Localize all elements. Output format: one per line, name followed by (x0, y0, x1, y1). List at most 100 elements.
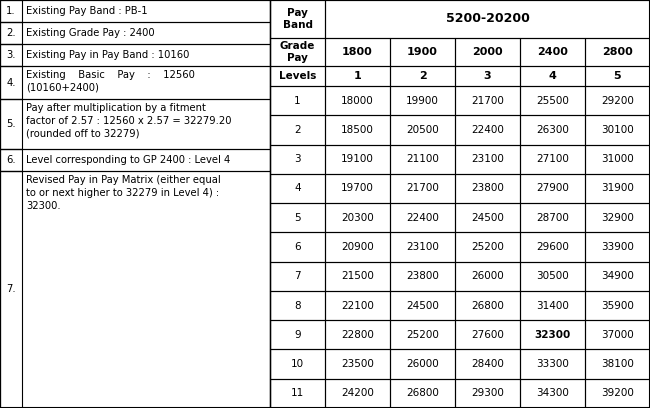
Text: 26300: 26300 (536, 125, 569, 135)
Bar (520, 291, 585, 320)
Bar (270, 66, 325, 86)
Text: 2.: 2. (6, 28, 16, 38)
Bar (325, 203, 390, 233)
Bar (0, 66, 22, 99)
Text: 25200: 25200 (406, 330, 439, 340)
Text: 7.: 7. (6, 284, 16, 295)
Bar (455, 86, 520, 115)
Text: 23100: 23100 (406, 242, 439, 252)
Text: 29300: 29300 (471, 388, 504, 398)
Text: 20500: 20500 (406, 125, 439, 135)
Text: 22400: 22400 (406, 213, 439, 223)
Text: 4: 4 (294, 184, 301, 193)
Text: 3.: 3. (6, 50, 16, 60)
Text: 9: 9 (294, 330, 301, 340)
Text: 18500: 18500 (341, 125, 374, 135)
Text: 2400: 2400 (537, 47, 568, 57)
Text: 18000: 18000 (341, 95, 374, 106)
Bar (390, 262, 455, 291)
Text: 19100: 19100 (341, 154, 374, 164)
Text: 19700: 19700 (341, 184, 374, 193)
Bar (585, 86, 650, 115)
Bar (0, 66, 270, 99)
Text: 11: 11 (291, 388, 304, 398)
Bar (0, 99, 270, 149)
Bar (325, 144, 390, 174)
Text: 23800: 23800 (471, 184, 504, 193)
Text: 27100: 27100 (536, 154, 569, 164)
Text: Pay
Band: Pay Band (283, 8, 313, 30)
Text: 6: 6 (294, 242, 301, 252)
Bar (455, 262, 520, 291)
Text: 5: 5 (614, 71, 621, 81)
Bar (455, 203, 520, 233)
Bar (520, 66, 585, 86)
Text: Grade
Pay: Grade Pay (280, 41, 315, 63)
Bar (455, 291, 520, 320)
Text: 4: 4 (549, 71, 556, 81)
Bar (520, 115, 585, 144)
Text: 1.: 1. (6, 6, 16, 16)
Bar (390, 320, 455, 350)
Bar (270, 350, 325, 379)
Text: Existing    Basic    Pay    :    12560
(10160+2400): Existing Basic Pay : 12560 (10160+2400) (26, 70, 195, 93)
Bar (585, 262, 650, 291)
Bar (390, 66, 455, 86)
Text: 5: 5 (294, 213, 301, 223)
Text: 25200: 25200 (471, 242, 504, 252)
Bar (0, 149, 22, 171)
Text: Existing Grade Pay : 2400: Existing Grade Pay : 2400 (26, 28, 155, 38)
Bar (455, 115, 520, 144)
Text: 24500: 24500 (406, 301, 439, 310)
Bar (0, 149, 270, 171)
Text: 26800: 26800 (406, 388, 439, 398)
Bar (325, 320, 390, 350)
Text: 32900: 32900 (601, 213, 634, 223)
Text: 1: 1 (354, 71, 361, 81)
Bar (390, 379, 455, 408)
Text: 34300: 34300 (536, 388, 569, 398)
Text: 28400: 28400 (471, 359, 504, 369)
Bar (390, 86, 455, 115)
Bar (520, 262, 585, 291)
Bar (455, 379, 520, 408)
Bar (270, 174, 325, 203)
Bar (325, 0, 650, 38)
Text: 39200: 39200 (601, 388, 634, 398)
Bar (455, 66, 520, 86)
Bar (0, 44, 22, 66)
Bar (0, 44, 270, 66)
Text: 26800: 26800 (471, 301, 504, 310)
Text: 30100: 30100 (601, 125, 634, 135)
Text: 23800: 23800 (406, 271, 439, 281)
Bar (455, 350, 520, 379)
Text: 8: 8 (294, 301, 301, 310)
Bar (270, 320, 325, 350)
Text: 38100: 38100 (601, 359, 634, 369)
Text: 23100: 23100 (471, 154, 504, 164)
Bar (455, 320, 520, 350)
Bar (455, 233, 520, 262)
Text: 23500: 23500 (341, 359, 374, 369)
Bar (455, 38, 520, 66)
Text: 27900: 27900 (536, 184, 569, 193)
Text: Existing Pay Band : PB-1: Existing Pay Band : PB-1 (26, 6, 148, 16)
Bar (270, 379, 325, 408)
Bar (325, 262, 390, 291)
Text: 21700: 21700 (471, 95, 504, 106)
Text: 33300: 33300 (536, 359, 569, 369)
Bar (390, 291, 455, 320)
Bar (585, 379, 650, 408)
Bar (0, 99, 22, 149)
Bar (390, 38, 455, 66)
Bar (270, 86, 325, 115)
Bar (585, 115, 650, 144)
Text: Levels: Levels (279, 71, 316, 81)
Bar (325, 233, 390, 262)
Bar (520, 203, 585, 233)
Text: 35900: 35900 (601, 301, 634, 310)
Text: 26000: 26000 (406, 359, 439, 369)
Bar (325, 379, 390, 408)
Bar (0, 22, 22, 44)
Text: 22800: 22800 (341, 330, 374, 340)
